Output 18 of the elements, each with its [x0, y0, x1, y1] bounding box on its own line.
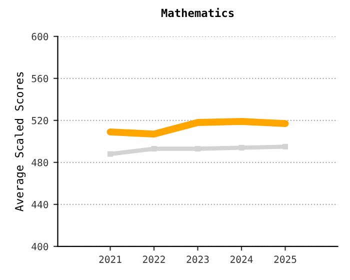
- point: [151, 146, 157, 152]
- x-tick-label: 2022: [143, 256, 165, 264]
- x-tick-label: 2023: [186, 256, 209, 264]
- y-tick-label: 600: [32, 32, 48, 40]
- chart-title: Mathematics: [161, 8, 234, 18]
- point: [238, 144, 244, 150]
- y-tick-label: 440: [32, 200, 48, 208]
- y-tick-label: 560: [32, 74, 48, 82]
- x-tick-label: 2025: [274, 256, 296, 264]
- point: [107, 151, 114, 157]
- y-tick-label: 520: [32, 116, 48, 124]
- y-tick-label: 480: [32, 158, 48, 166]
- x-tick-label: 2024: [230, 256, 253, 264]
- point: [194, 146, 201, 152]
- y-tick-label: 400: [32, 242, 48, 250]
- point: [282, 144, 288, 150]
- x-tick-label: 2021: [99, 256, 122, 264]
- y-axis-title: Average Scaled Scores: [14, 72, 26, 212]
